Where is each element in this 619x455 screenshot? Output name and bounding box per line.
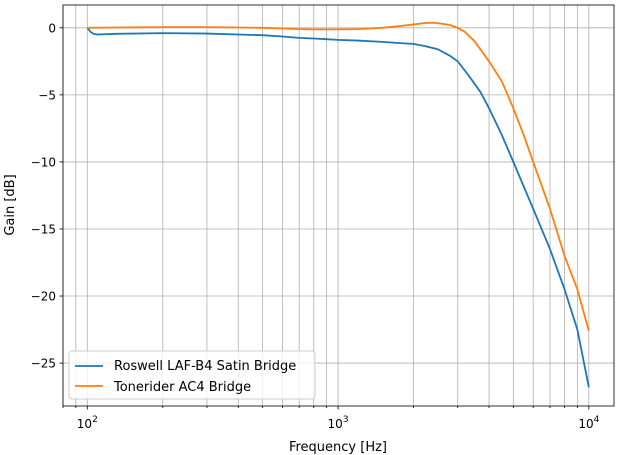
- legend-label-roswell: Roswell LAF-B4 Satin Bridge: [114, 359, 296, 374]
- y-tick-label: −15: [31, 222, 56, 236]
- x-axis-label: Frequency [Hz]: [289, 440, 387, 455]
- legend-box: [68, 350, 316, 400]
- series-line-0: [86, 27, 590, 388]
- series-line-1: [87, 21, 590, 332]
- plot-lines: [86, 21, 590, 388]
- legend-label-tonerider: Tonerider AC4 Bridge: [113, 380, 251, 395]
- y-tick-label: 0: [48, 21, 56, 35]
- y-tick-label: −10: [31, 155, 56, 169]
- y-tick-label: −25: [31, 357, 56, 371]
- legend: Roswell LAF-B4 Satin Bridge Tonerider AC…: [68, 350, 316, 400]
- y-tick-label: −5: [38, 88, 56, 102]
- y-tick-label: −20: [31, 290, 56, 304]
- grid: [62, 5, 614, 406]
- y-axis-label: Gain [dB]: [3, 174, 18, 235]
- plot-frame: [62, 4, 615, 407]
